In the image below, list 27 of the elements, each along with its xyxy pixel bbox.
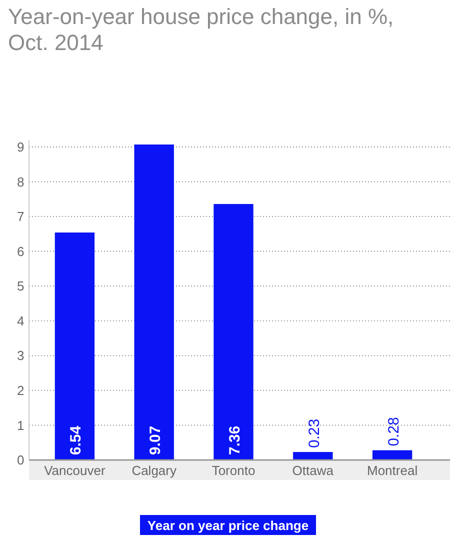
y-tick-label: 9 xyxy=(17,140,24,155)
y-tick-label: 1 xyxy=(17,418,24,433)
x-tick-label: Ottawa xyxy=(292,463,334,478)
y-tick-label: 7 xyxy=(17,209,24,224)
data-label: 0.23 xyxy=(306,418,323,448)
data-label: 0.28 xyxy=(385,417,402,446)
x-tick-label: Calgary xyxy=(132,463,177,478)
bar xyxy=(372,450,412,460)
x-tick-label: Toronto xyxy=(212,463,256,478)
y-tick-label: 2 xyxy=(17,382,24,398)
bar xyxy=(293,452,333,460)
data-label: 7.36 xyxy=(226,426,244,455)
x-tick-label: Montreal xyxy=(367,463,418,478)
y-tick-label: 8 xyxy=(17,174,24,190)
y-tick-label: 6 xyxy=(17,244,24,259)
data-label: 9.07 xyxy=(147,426,164,455)
y-tick-label: 0 xyxy=(17,452,24,468)
data-label: 6.54 xyxy=(68,425,85,455)
bar xyxy=(54,232,95,460)
chart-title: Year-on-year house price change, in %, Oct. 2014 xyxy=(8,4,394,55)
bar xyxy=(134,144,174,460)
x-tick-label: Vancouver xyxy=(44,463,106,478)
text: Year on year price change xyxy=(147,518,309,533)
y-tick-label: 4 xyxy=(17,313,24,328)
y-tick-label: 3 xyxy=(17,348,24,364)
bar xyxy=(214,204,254,460)
y-tick-label: 5 xyxy=(17,278,24,294)
